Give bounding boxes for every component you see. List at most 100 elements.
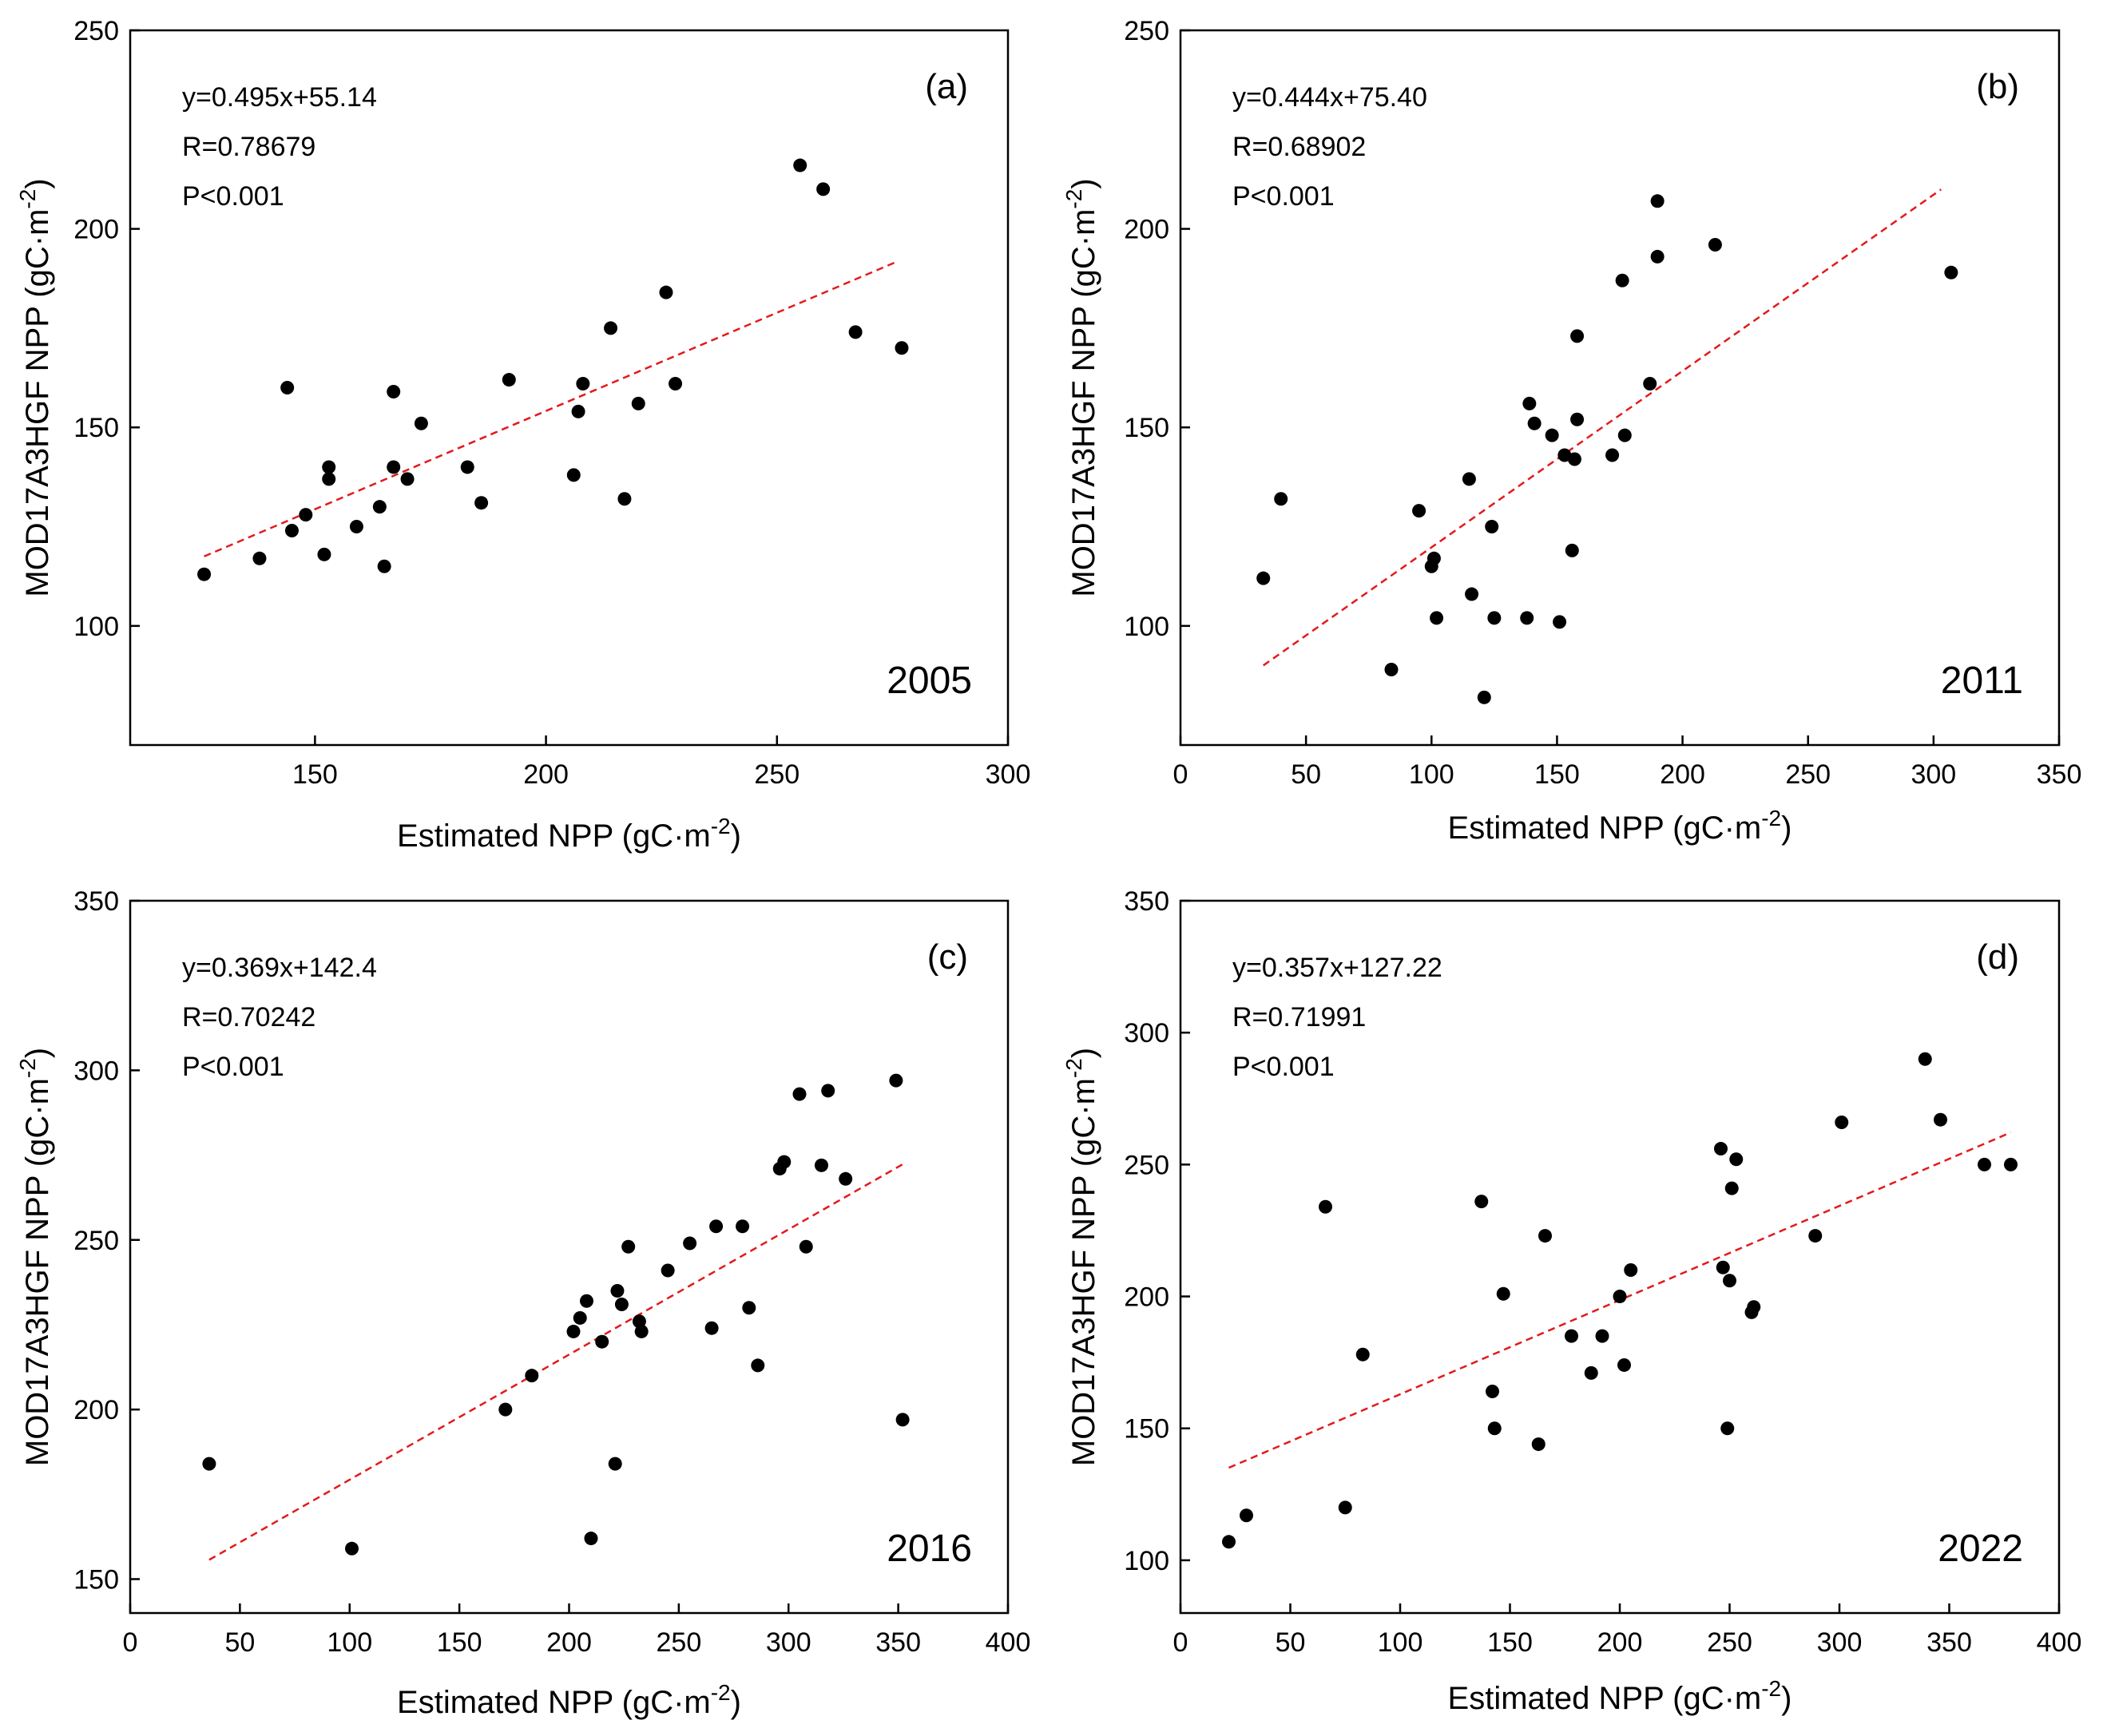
data-point bbox=[1412, 504, 1426, 518]
year-label: 2005 bbox=[887, 660, 972, 702]
data-point bbox=[566, 1324, 581, 1338]
x-tick-label: 200 bbox=[1597, 1627, 1643, 1658]
x-tick-label: 150 bbox=[1534, 759, 1580, 790]
y-axis-title-close: ) bbox=[20, 1048, 55, 1058]
x-axis-title-exponent: -2 bbox=[711, 814, 731, 838]
x-tick-label: 150 bbox=[437, 1627, 482, 1658]
y-tick-label: 100 bbox=[73, 612, 119, 642]
data-point bbox=[895, 341, 909, 355]
data-point bbox=[579, 1294, 593, 1308]
data-point bbox=[1724, 1181, 1739, 1195]
x-tick-label: 350 bbox=[2037, 759, 2082, 790]
data-point bbox=[1553, 615, 1567, 629]
correlation-coefficient: R=0.68902 bbox=[1232, 132, 1366, 162]
x-tick-label: 300 bbox=[766, 1627, 811, 1658]
data-point bbox=[460, 460, 474, 474]
x-tick-label: 300 bbox=[1817, 1627, 1863, 1658]
panel-b: 0 50 100 150 200 250 300 350 100 150 200 250 Estimat… bbox=[1061, 16, 2081, 846]
y-tick-label: 250 bbox=[1124, 16, 1169, 46]
data-point bbox=[1747, 1300, 1761, 1314]
p-value: P<0.001 bbox=[1232, 181, 1335, 212]
y-axis-title: MOD17A3HGF NPP (gC·m-2) bbox=[1061, 178, 1101, 597]
panel-c: 0 50 100 150 200 250 300 350 400 150 200 250 300 350 E… bbox=[15, 886, 1030, 1720]
data-point bbox=[604, 321, 618, 335]
data-point bbox=[299, 508, 313, 522]
x-tick-label: 0 bbox=[1173, 1627, 1188, 1658]
data-point bbox=[1835, 1116, 1849, 1130]
data-point bbox=[400, 472, 415, 486]
y-axis-title-close: ) bbox=[20, 178, 55, 188]
x-axis-title-text: Estimated NPP (gC·m bbox=[397, 818, 711, 854]
correlation-coefficient: R=0.78679 bbox=[182, 132, 315, 162]
data-point bbox=[617, 492, 632, 506]
data-point bbox=[777, 1155, 792, 1169]
data-point bbox=[1714, 1142, 1728, 1156]
correlation-coefficient: R=0.70242 bbox=[182, 1002, 315, 1032]
y-axis-title: MOD17A3HGF NPP (gC·m-2) bbox=[15, 1048, 55, 1466]
data-point bbox=[387, 460, 401, 474]
regression-equation: y=0.357x+127.22 bbox=[1232, 953, 1442, 983]
y-tick-label: 150 bbox=[73, 413, 119, 443]
data-point bbox=[1522, 396, 1537, 410]
x-axis-title: Estimated NPP (gC·m-2) bbox=[1448, 1676, 1792, 1716]
y-axis-title-text: MOD17A3HGF NPP (gC·m bbox=[20, 209, 55, 597]
y-tick-label: 350 bbox=[1124, 886, 1169, 917]
panel-label: (d) bbox=[1976, 937, 2019, 977]
data-point bbox=[344, 1541, 359, 1556]
data-point bbox=[284, 524, 299, 537]
y-tick-label: 150 bbox=[1124, 413, 1169, 443]
panel-label: (b) bbox=[1976, 67, 2019, 106]
data-point bbox=[2004, 1157, 2018, 1171]
data-point bbox=[566, 468, 581, 482]
data-point bbox=[1520, 611, 1534, 625]
panel-label: (c) bbox=[927, 937, 968, 977]
y-tick-label: 300 bbox=[1124, 1018, 1169, 1048]
data-point bbox=[571, 404, 585, 418]
data-point bbox=[498, 1402, 513, 1417]
data-point bbox=[792, 1087, 807, 1101]
data-point bbox=[1595, 1329, 1609, 1343]
data-point bbox=[322, 460, 336, 474]
x-tick-label: 50 bbox=[1291, 759, 1321, 790]
data-point bbox=[848, 325, 863, 339]
y-axis-title-text: MOD17A3HGF NPP (gC·m bbox=[20, 1078, 55, 1466]
data-point bbox=[1485, 520, 1499, 534]
data-point bbox=[1567, 452, 1581, 466]
data-point bbox=[661, 1263, 675, 1278]
y-axis-title-close: ) bbox=[1066, 178, 1101, 188]
data-point bbox=[202, 1457, 216, 1471]
data-point bbox=[1545, 428, 1559, 442]
data-point bbox=[1486, 1384, 1499, 1398]
data-point bbox=[502, 373, 516, 387]
data-point bbox=[1384, 663, 1399, 677]
data-point bbox=[839, 1171, 853, 1186]
data-point bbox=[280, 381, 295, 394]
x-tick-label: 250 bbox=[1707, 1627, 1752, 1658]
data-point bbox=[814, 1158, 828, 1172]
data-point bbox=[1487, 611, 1502, 625]
p-value: P<0.001 bbox=[182, 181, 284, 212]
p-value: P<0.001 bbox=[1232, 1052, 1335, 1082]
y-tick-label: 100 bbox=[1124, 1546, 1169, 1576]
data-point bbox=[595, 1334, 609, 1349]
regression-equation: y=0.369x+142.4 bbox=[182, 953, 377, 983]
data-point bbox=[751, 1358, 765, 1373]
data-point bbox=[1617, 428, 1632, 442]
data-point bbox=[621, 1239, 636, 1254]
data-point bbox=[1430, 611, 1444, 625]
data-point bbox=[742, 1301, 756, 1315]
data-point bbox=[1538, 1229, 1552, 1243]
data-point bbox=[1474, 1195, 1489, 1209]
data-point bbox=[573, 1310, 587, 1325]
data-point bbox=[1496, 1286, 1510, 1301]
x-tick-label: 250 bbox=[754, 759, 800, 790]
data-point bbox=[414, 416, 428, 430]
y-tick-label: 200 bbox=[1124, 215, 1169, 245]
y-axis-title-exponent: -2 bbox=[15, 189, 40, 209]
data-point bbox=[1584, 1365, 1598, 1380]
data-point bbox=[1222, 1535, 1236, 1549]
x-axis-title-close: ) bbox=[1781, 1681, 1792, 1716]
x-tick-label: 100 bbox=[1378, 1627, 1423, 1658]
data-point bbox=[1723, 1274, 1736, 1288]
